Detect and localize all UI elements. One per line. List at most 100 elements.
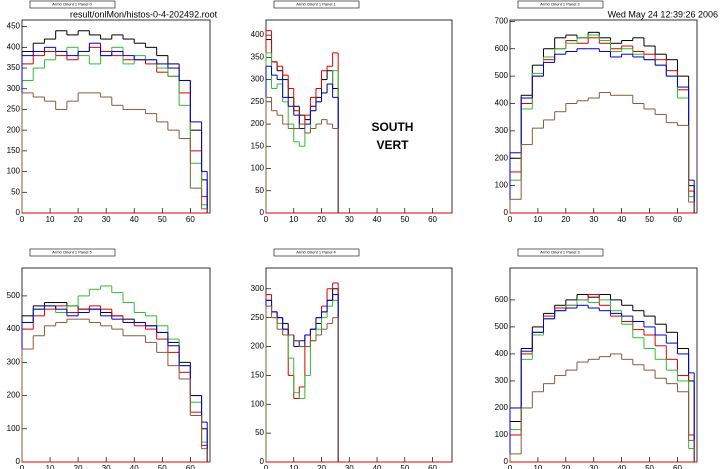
x-tick-label: 0 — [20, 464, 25, 469]
x-tick-label: 10 — [289, 215, 298, 224]
y-tick-label: 400 — [7, 324, 21, 333]
frame — [265, 19, 453, 214]
y-tick-label: 200 — [251, 342, 265, 351]
x-tick-label: 40 — [373, 464, 382, 469]
y-tick-label: 200 — [495, 153, 509, 162]
y-tick-label: 600 — [495, 44, 509, 53]
y-tick-label: 200 — [7, 125, 21, 134]
title-box — [29, 0, 116, 9]
x-tick-label: 50 — [400, 215, 409, 224]
y-tick-label: 300 — [251, 75, 265, 84]
x-tick-label: 10 — [289, 464, 298, 469]
frame — [21, 19, 211, 214]
frame — [21, 267, 211, 463]
y-tick-label: 250 — [251, 313, 265, 322]
x-tick-label: 60 — [673, 464, 682, 469]
y-tick-label: 50 — [11, 187, 20, 196]
x-tick-label: 60 — [186, 464, 195, 469]
x-tick-label: 40 — [130, 215, 139, 224]
x-tick-label: 0 — [264, 215, 269, 224]
x-tick-label: 40 — [617, 215, 626, 224]
x-tick-label: 60 — [428, 464, 437, 469]
y-tick-label: 0 — [504, 457, 509, 466]
title-box — [517, 0, 604, 9]
y-tick-label: 350 — [251, 52, 265, 61]
y-tick-label: 350 — [7, 63, 21, 72]
panel-title: Arm0 Orient 1 Panel 1 — [296, 2, 336, 7]
x-tick-label: 50 — [158, 464, 167, 469]
y-tick-label: 150 — [251, 141, 265, 150]
x-tick-label: 30 — [589, 464, 598, 469]
x-tick-label: 50 — [645, 464, 654, 469]
title-box — [273, 248, 360, 257]
x-tick-label: 40 — [373, 215, 382, 224]
x-tick-label: 30 — [102, 464, 111, 469]
x-tick-label: 50 — [645, 215, 654, 224]
y-tick-label: 500 — [7, 291, 21, 300]
y-tick-label: 50 — [255, 186, 264, 195]
y-tick-label: 0 — [260, 208, 265, 217]
panel-title: Arm0 Orient 1 Panel 5 — [52, 250, 92, 255]
annotation: SOUTH — [371, 120, 413, 134]
y-tick-label: 450 — [7, 22, 21, 31]
y-tick-label: 400 — [495, 349, 509, 358]
y-tick-label: 500 — [495, 322, 509, 331]
y-tick-label: 200 — [7, 391, 21, 400]
y-tick-label: 100 — [7, 167, 21, 176]
y-tick-label: 500 — [495, 71, 509, 80]
x-tick-label: 20 — [317, 215, 326, 224]
x-tick-label: 50 — [158, 215, 167, 224]
y-tick-label: 600 — [495, 295, 509, 304]
y-tick-label: 100 — [7, 424, 21, 433]
y-tick-label: 200 — [495, 403, 509, 412]
y-tick-label: 400 — [251, 30, 265, 39]
y-tick-label: 200 — [251, 119, 265, 128]
y-tick-label: 100 — [495, 430, 509, 439]
x-tick-label: 60 — [673, 215, 682, 224]
title-box — [517, 248, 604, 257]
annotation: VERT — [376, 138, 409, 152]
y-tick-label: 150 — [7, 146, 21, 155]
title-box — [29, 248, 116, 257]
panel-title: Arm0 Orient 1 Panel 3 — [540, 250, 580, 255]
y-tick-label: 300 — [495, 126, 509, 135]
y-tick-label: 50 — [255, 428, 264, 437]
date-label: Wed May 24 12:39:26 2006 — [608, 9, 718, 19]
x-tick-label: 40 — [130, 464, 139, 469]
x-tick-label: 10 — [46, 464, 55, 469]
x-tick-label: 0 — [264, 464, 269, 469]
x-tick-label: 10 — [533, 215, 542, 224]
x-tick-label: 10 — [533, 464, 542, 469]
x-tick-label: 20 — [561, 215, 570, 224]
x-tick-label: 0 — [20, 215, 25, 224]
y-tick-label: 300 — [7, 357, 21, 366]
x-tick-label: 40 — [617, 464, 626, 469]
x-tick-label: 20 — [74, 215, 83, 224]
x-tick-label: 30 — [345, 464, 354, 469]
x-tick-label: 20 — [561, 464, 570, 469]
x-tick-label: 30 — [589, 215, 598, 224]
panel-title: Arm0 Orient 1 Panel 0 — [52, 2, 92, 7]
y-tick-label: 0 — [260, 457, 265, 466]
y-tick-label: 0 — [504, 208, 509, 217]
y-tick-label: 250 — [7, 105, 21, 114]
x-tick-label: 20 — [317, 464, 326, 469]
y-tick-label: 100 — [251, 399, 265, 408]
y-tick-label: 100 — [251, 164, 265, 173]
x-tick-label: 0 — [508, 464, 513, 469]
y-tick-label: 100 — [495, 181, 509, 190]
file-label: result/onlMon/histos-0-4-202492.root — [70, 9, 218, 19]
y-tick-label: 400 — [495, 99, 509, 108]
x-tick-label: 60 — [428, 215, 437, 224]
panel-title: Arm0 Orient 1 Panel 4 — [296, 250, 336, 255]
y-tick-label: 300 — [495, 376, 509, 385]
y-tick-label: 0 — [16, 457, 21, 466]
panel-title: Arm0 Orient 1 Panel 2 — [540, 2, 580, 7]
frame — [509, 19, 698, 214]
y-tick-label: 300 — [251, 284, 265, 293]
title-box — [273, 0, 360, 9]
y-tick-label: 300 — [7, 84, 21, 93]
y-tick-label: 150 — [251, 371, 265, 380]
x-tick-label: 0 — [508, 215, 513, 224]
